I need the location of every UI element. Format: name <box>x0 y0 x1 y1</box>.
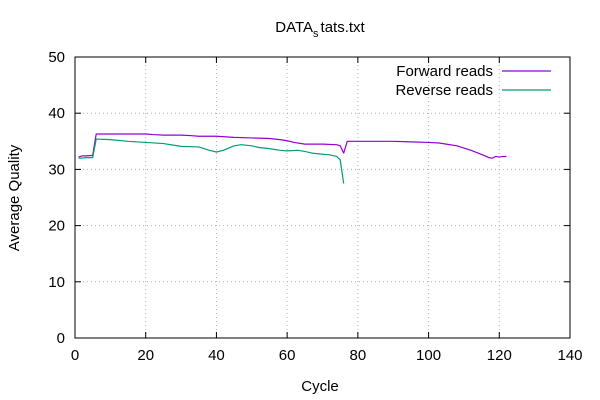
x-tick-label: 20 <box>137 347 154 364</box>
grid-lines <box>75 57 570 338</box>
legend-label: Forward reads <box>396 63 493 80</box>
x-tick-label: 120 <box>487 347 512 364</box>
x-axis-label: Cycle <box>301 378 339 395</box>
axis-ticks: 0 20 40 60 80 100 120 140 0 10 20 30 40 50 <box>48 49 582 364</box>
y-tick-label: 0 <box>57 330 65 347</box>
legend: Forward reads Reverse reads <box>395 63 551 99</box>
series-lines <box>78 133 507 184</box>
x-tick-label: 100 <box>416 347 441 364</box>
chart-title: DATAs tats.txt <box>275 19 365 40</box>
x-tick-label: 0 <box>71 347 79 364</box>
legend-label: Reverse reads <box>395 82 493 99</box>
y-tick-label: 30 <box>48 161 65 178</box>
y-tick-label: 40 <box>48 105 65 122</box>
title-suffix: tats.txt <box>321 19 366 36</box>
x-tick-label: 60 <box>279 347 296 364</box>
y-tick-label: 50 <box>48 49 65 66</box>
x-tick-label: 80 <box>350 347 367 364</box>
title-subscript: s <box>313 28 319 40</box>
x-tick-label: 40 <box>208 347 225 364</box>
y-axis-label: Average Quality <box>6 144 23 251</box>
y-tick-label: 10 <box>48 274 65 291</box>
plot-frame <box>74 56 571 339</box>
x-tick-label: 140 <box>557 347 582 364</box>
y-tick-label: 20 <box>48 218 65 235</box>
series-line-reverse-reads <box>78 138 345 184</box>
series-line-forward-reads <box>78 133 507 159</box>
